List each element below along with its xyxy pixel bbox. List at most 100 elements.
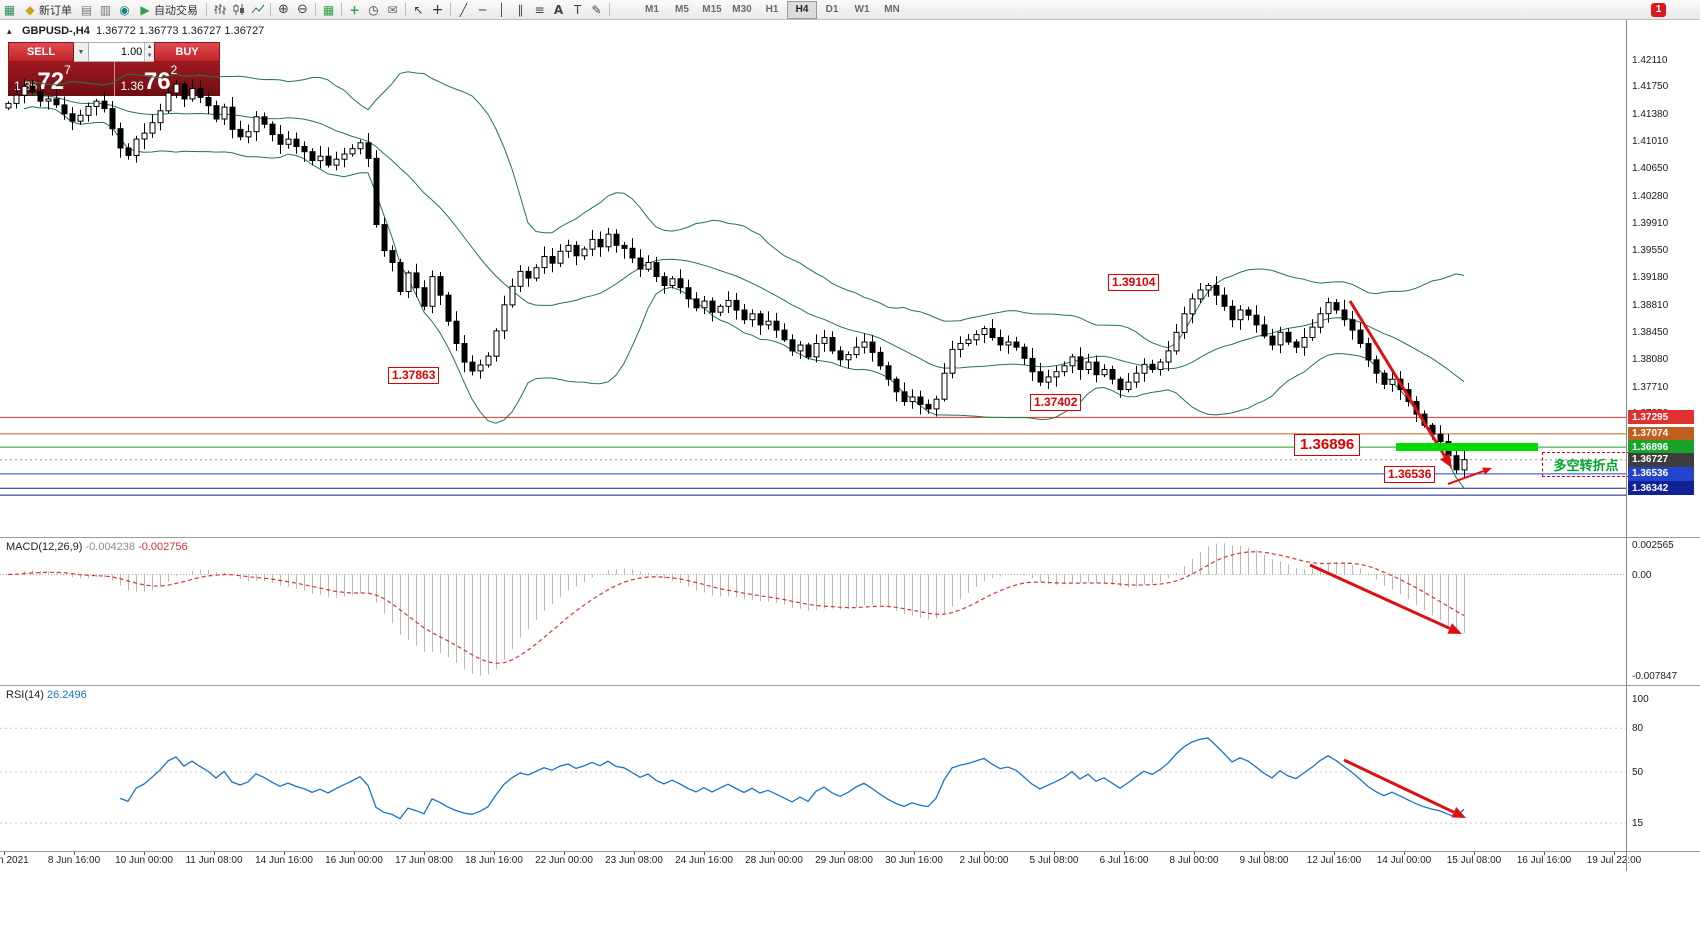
notification-badge[interactable]: 1 — [1651, 2, 1666, 17]
timeframe-button-d1[interactable]: D1 — [825, 4, 839, 15]
trend-arrow[interactable] — [1343, 758, 1466, 818]
rsi-pane-canvas[interactable] — [0, 686, 1626, 852]
text-tool-icon[interactable]: A — [553, 2, 564, 17]
macd-signal-value: -0.002756 — [138, 541, 188, 553]
trendline-icon[interactable]: ╱ — [459, 2, 468, 17]
candle-body — [133, 138, 140, 156]
timeframe-button-mn[interactable]: MN — [884, 4, 900, 15]
price-macd-separator[interactable] — [0, 537, 1700, 538]
macd-title: MACD(12,26,9) — [6, 541, 83, 553]
candle-body — [509, 285, 516, 306]
trend-arrow[interactable] — [1447, 467, 1492, 485]
cursor-icon[interactable]: ↖ — [413, 2, 424, 17]
lot-size-box: ▲ ▼ — [89, 42, 154, 62]
candle-body — [917, 396, 924, 405]
chart-ohlc-title: GBPUSD-,H4 1.36772 1.36773 1.36727 1.367… — [22, 25, 264, 37]
periods-icon[interactable]: ◷ — [368, 2, 379, 17]
price-axis-border — [1626, 20, 1627, 871]
zoom-in-icon[interactable]: ⊕ — [278, 2, 289, 17]
candle-body — [365, 142, 372, 159]
candle-body — [493, 330, 500, 357]
horizontal-line-icon[interactable]: ─ — [478, 2, 487, 17]
fibonacci-icon[interactable]: ≡ — [534, 2, 545, 17]
candle-body — [909, 396, 916, 402]
new-order-button[interactable]: ◆ 新订单 — [19, 1, 77, 18]
candle-body — [1149, 363, 1156, 370]
candle-body — [1189, 298, 1196, 315]
buy-button[interactable]: BUY — [154, 42, 220, 62]
candle-body — [797, 344, 804, 352]
macd-pane-canvas[interactable] — [0, 538, 1626, 684]
candle-body — [181, 83, 188, 100]
bar-chart-icon[interactable] — [210, 1, 229, 18]
candle-body — [861, 341, 868, 348]
lot-size-input[interactable] — [89, 43, 145, 61]
candle-body — [949, 348, 956, 374]
candle-body — [733, 299, 740, 311]
price-chart-canvas[interactable] — [0, 38, 1626, 536]
candlestick-chart-icon[interactable] — [229, 1, 248, 18]
timeframe-button-w1[interactable]: W1 — [854, 4, 870, 15]
arrows-tool-icon[interactable]: ✎ — [591, 2, 602, 17]
price-axis-label: 1.40650 — [1632, 163, 1669, 175]
timeframe-button-h1[interactable]: H1 — [765, 4, 779, 15]
lot-decrease-button[interactable]: ▼ — [145, 52, 154, 61]
timeframe-button-m30[interactable]: M30 — [732, 4, 752, 15]
rsi-scale-label: 15 — [1632, 818, 1644, 830]
candle-body — [101, 100, 108, 110]
candle-body — [317, 155, 324, 162]
one-click-collapse-arrow[interactable]: ▴ — [7, 26, 12, 36]
lot-increase-button[interactable]: ▲ — [145, 43, 154, 52]
ohlc-values: 1.36772 1.36773 1.36727 1.36727 — [95, 25, 265, 37]
macd-main-value: -0.004238 — [85, 541, 136, 553]
candle-body — [765, 320, 772, 326]
lot-spinner: ▲ ▼ — [144, 43, 154, 61]
crosshair-icon[interactable]: + — [431, 1, 444, 18]
timeframe-button-m1[interactable]: M1 — [645, 4, 659, 15]
macd-rsi-separator[interactable] — [0, 685, 1700, 686]
candle-body — [1269, 335, 1276, 346]
price-axis-label: 1.38450 — [1632, 326, 1669, 338]
indicators-icon[interactable]: + — [349, 2, 360, 17]
tile-windows-icon[interactable]: ▦ — [322, 2, 335, 17]
rsi-scale-label: 50 — [1632, 767, 1644, 778]
vertical-line-icon[interactable]: │ — [497, 2, 506, 17]
candle-body — [45, 98, 52, 102]
label-tool-icon[interactable]: T — [573, 2, 582, 17]
time-axis[interactable]: 7 Jun 2021 8 Jun 16:00 10 Jun 00:00 11 Jun … — [0, 852, 1641, 871]
new-chart-icon[interactable]: ▦ — [3, 2, 16, 17]
candle-body — [1093, 361, 1100, 376]
mail-icon[interactable]: ✉ — [387, 2, 398, 17]
channel-icon[interactable]: ∥ — [517, 2, 524, 17]
candle-body — [1261, 324, 1268, 337]
trend-arrow[interactable] — [1309, 563, 1462, 634]
time-axis-tick — [4, 852, 5, 855]
candle-body — [965, 339, 972, 344]
line-chart-icon[interactable] — [248, 1, 267, 18]
candle-body — [5, 102, 12, 109]
candle-body — [141, 132, 148, 140]
time-axis-tick — [914, 852, 915, 855]
sell-button[interactable]: SELL — [8, 42, 74, 62]
timeframe-button-h4[interactable]: H4 — [787, 0, 817, 19]
zoom-out-icon[interactable]: ⊖ — [297, 2, 308, 17]
candle-body — [53, 98, 60, 106]
signals-icon[interactable]: ◉ — [119, 2, 130, 17]
candle-body — [1245, 309, 1252, 316]
timeframe-button-m15[interactable]: M15 — [702, 4, 722, 15]
profiles-icon[interactable]: ▤ — [80, 2, 93, 17]
market-watch-icon[interactable]: ▥ — [99, 2, 112, 17]
time-axis-label: 24 Jun 16:00 — [675, 855, 733, 866]
candle-body — [85, 105, 92, 116]
price-axis-label: 1.38810 — [1632, 299, 1669, 311]
price-axis-label: 1.39910 — [1632, 218, 1669, 230]
candle-body — [389, 250, 396, 264]
candle-body — [1037, 371, 1044, 383]
trend-arrow[interactable] — [1348, 300, 1452, 468]
price-axis-badge: 1.37295 — [1628, 410, 1694, 425]
order-type-dropdown[interactable]: ▼ — [74, 42, 89, 62]
auto-trading-button[interactable]: ▶ 自动交易 — [134, 1, 203, 18]
candle-body — [1221, 294, 1228, 307]
timeframe-button-m5[interactable]: M5 — [675, 4, 689, 15]
ask-prefix: 1.36 — [120, 79, 144, 93]
